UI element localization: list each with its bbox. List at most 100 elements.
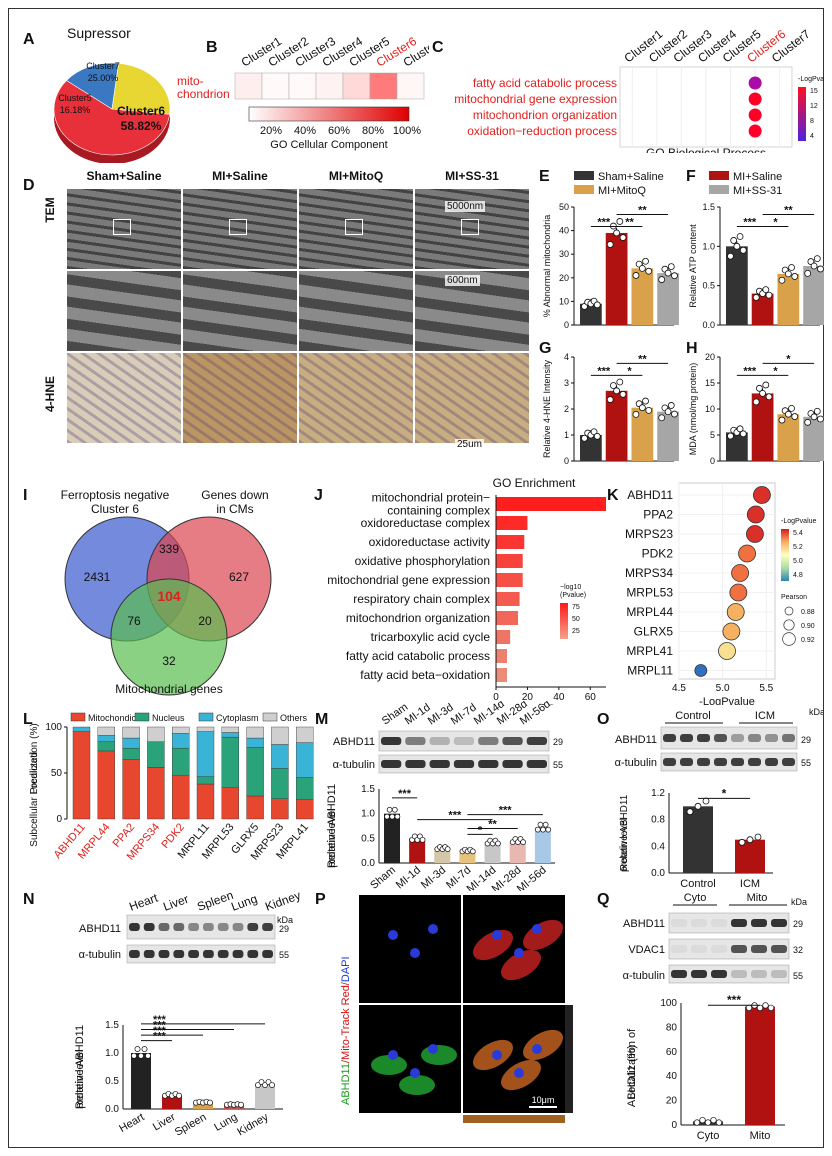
data-dot — [756, 384, 763, 392]
channel-dapi: DAPI — [340, 956, 352, 982]
column-header: MI+MitoQ — [328, 169, 384, 183]
blot-band — [714, 734, 727, 742]
stacked-segment — [97, 726, 116, 736]
y-tick-label: 1.5 — [702, 202, 715, 212]
stacked-segment — [246, 726, 264, 739]
blot-band — [173, 923, 185, 931]
y-tick-label: 40 — [666, 1071, 678, 1082]
row-label: 4-HNE — [43, 376, 57, 413]
bar — [683, 806, 713, 873]
sig-label: *** — [597, 216, 611, 228]
scale-bar-label: 10μm — [532, 1095, 555, 1105]
axis-title: -LogPvalue — [699, 696, 755, 705]
stacked-segment — [196, 783, 215, 820]
blot-band — [671, 945, 687, 953]
data-dot — [704, 1119, 712, 1126]
category-label: Kidney — [235, 1111, 271, 1138]
sig-label: * — [722, 786, 727, 800]
data-dot — [394, 813, 401, 820]
kda-label: 29 — [553, 737, 563, 747]
panel-label-h: H — [686, 340, 698, 357]
data-dot — [739, 430, 747, 438]
set-label: Mitochondrial genes — [115, 682, 222, 696]
data-dot — [699, 1116, 706, 1124]
fluorescence-images: 10μm ABHD11/Mito-Track Red/DAPI — [340, 895, 573, 1123]
sig-label: ** — [625, 216, 634, 228]
kda-label: 55 — [793, 971, 803, 981]
blot-band — [203, 923, 214, 931]
y-axis-title: Relative ABHD11 — [619, 794, 630, 871]
legend-tick: 0.90 — [801, 623, 815, 630]
sig-label: * — [773, 365, 778, 377]
heatmap-cell — [315, 72, 344, 100]
blot-band — [711, 919, 727, 927]
category-label: MI-56d — [515, 864, 549, 891]
ihc-image — [183, 353, 297, 443]
bar — [509, 840, 526, 863]
blot-band — [381, 737, 402, 745]
data-dot — [590, 428, 598, 436]
x-tick-label: 4.5 — [672, 683, 686, 694]
ihc-image — [415, 353, 529, 443]
data-point — [738, 544, 756, 563]
panel-label-p: P — [315, 891, 326, 908]
legend-tick: 5.4 — [793, 530, 803, 537]
gene-label: ABHD11 — [627, 488, 673, 502]
category-label: oxidative phosphorylation — [355, 554, 490, 568]
western-blot — [668, 964, 790, 984]
row-label: mito- — [177, 74, 204, 88]
legend-label: MI+Saline — [733, 171, 782, 183]
lane-label: Kidney — [263, 888, 302, 914]
y-tick-label: 5 — [710, 430, 715, 440]
blot-label: ABHD11 — [79, 923, 121, 935]
y-tick-label: 0.5 — [105, 1076, 119, 1087]
gene-label: MRPL44 — [626, 605, 673, 619]
tem-image — [67, 189, 181, 269]
pie-slice — [111, 62, 171, 115]
nucleus-signal — [410, 1068, 420, 1078]
data-point — [746, 525, 764, 543]
nucleus-signal — [410, 948, 420, 958]
bar — [496, 592, 520, 606]
blot-band — [429, 737, 450, 745]
nucleus-signal — [428, 1044, 438, 1054]
data-dot — [131, 1052, 137, 1059]
panel-label-b: B — [206, 39, 218, 56]
data-dot — [736, 425, 744, 433]
panel-label-q: Q — [597, 891, 610, 908]
heatmap-cell — [369, 72, 398, 100]
stacked-segment — [122, 726, 140, 739]
cell-signal — [421, 1045, 457, 1065]
bar — [777, 414, 800, 461]
confocal-image — [359, 895, 461, 1003]
count-label: 20 — [198, 614, 212, 628]
bar — [496, 554, 523, 568]
stacked-segment — [171, 733, 190, 749]
y-tick-label: 0 — [564, 320, 569, 330]
bar — [384, 813, 400, 863]
data-dot — [176, 1092, 182, 1099]
y-tick-label: 1.0 — [105, 1048, 119, 1059]
data-dot — [664, 408, 672, 416]
blot-band — [771, 945, 787, 953]
blot-band — [680, 734, 693, 742]
stacked-segment — [246, 737, 264, 748]
stacked-segment — [221, 732, 240, 738]
stacked-segment — [196, 776, 215, 785]
panel-label-f: F — [686, 168, 696, 185]
stacked-segment — [147, 726, 165, 742]
category-label: Lung — [212, 1111, 239, 1134]
blot-band — [453, 737, 475, 745]
bar — [657, 273, 679, 325]
data-dot — [138, 1052, 144, 1059]
y-tick-label: 0 — [710, 456, 715, 466]
data-point — [748, 92, 762, 106]
blot-band — [782, 758, 795, 766]
lane-label: Lung — [229, 892, 259, 914]
heatmap-cell — [396, 72, 425, 100]
channel-label: ABHD11/Mito-Track Red/DAPI — [340, 956, 352, 1105]
scale-tick: 100% — [393, 125, 421, 137]
bar — [484, 842, 501, 863]
blot-band — [731, 734, 744, 742]
blot-label: α-tubulin — [623, 970, 665, 982]
